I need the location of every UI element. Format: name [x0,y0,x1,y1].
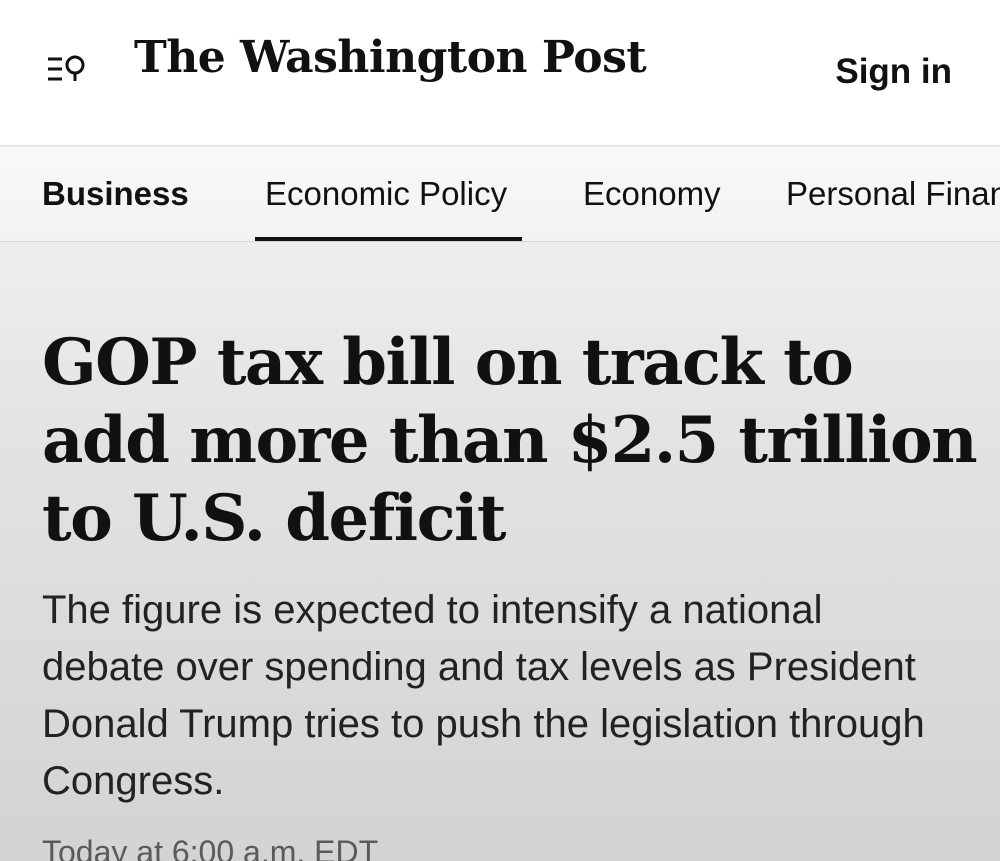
nav-section-business[interactable]: Business [42,175,189,212]
nav-item-economy[interactable]: Economy [583,175,721,212]
nav-item-economic-policy[interactable]: Economic Policy [265,175,508,212]
article-subheadline: The figure is expected to intensify a na… [42,588,925,803]
sign-in-link[interactable]: Sign in [835,52,952,91]
site-logo[interactable]: The Washington Post [134,32,647,83]
site-header: The Washington Post Sign in [0,0,1000,147]
nav-item-personal-finance[interactable]: Personal Finance [786,175,1000,212]
section-nav: Business Economic Policy Economy Persona… [0,147,1000,242]
active-tab-indicator [255,237,522,241]
article-timestamp: Today at 6:00 a.m. EDT [42,834,379,861]
menu-search-button[interactable] [44,50,92,90]
article-header: GOP tax bill on track to add more than $… [0,242,1000,861]
article-headline: GOP tax bill on track to add more than $… [42,325,978,556]
menu-search-icon [48,55,85,81]
